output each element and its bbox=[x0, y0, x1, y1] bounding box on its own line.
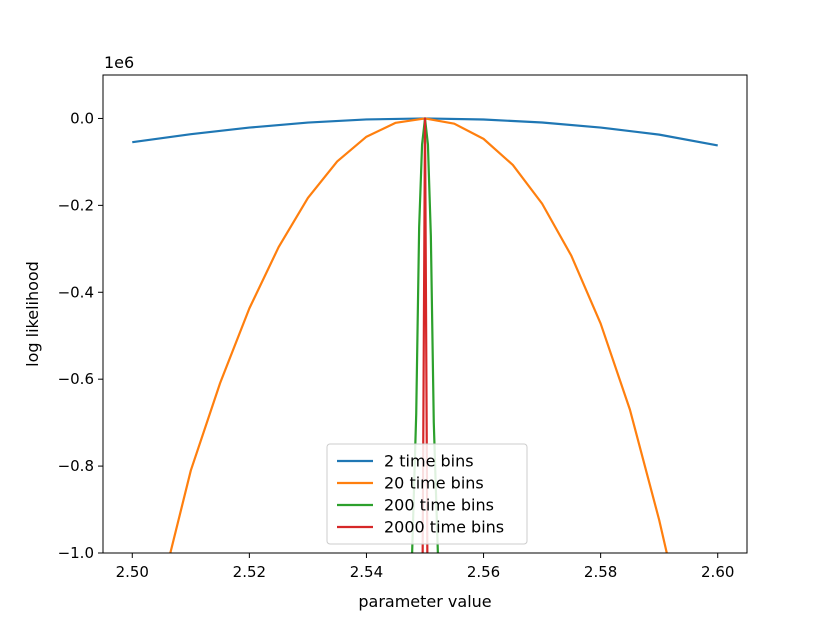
y-tick-label: −1.0 bbox=[58, 544, 94, 562]
legend-box bbox=[326, 443, 528, 545]
plot-frame bbox=[102, 74, 748, 554]
plot-area: 2.50 2.52 2.54 2.56 2.58 2.60 0.0 −0.2 −0.4 −0.6 −… bbox=[58, 74, 748, 581]
y-tick-label: 0.0 bbox=[70, 109, 94, 127]
series-line-4 bbox=[421, 117, 429, 553]
x-tick-label: 2.58 bbox=[584, 563, 617, 581]
legend-label: 200 time bins bbox=[384, 496, 494, 515]
x-tick-label: 2.56 bbox=[467, 563, 500, 581]
series-group bbox=[132, 117, 718, 553]
y-tick-label: −0.6 bbox=[58, 370, 94, 388]
legend-label: 20 time bins bbox=[384, 474, 484, 493]
legend-label: 2000 time bins bbox=[384, 518, 504, 537]
x-axis-label: parameter value bbox=[358, 592, 491, 611]
x-tick-label: 2.54 bbox=[350, 563, 383, 581]
y-tick-label: −0.2 bbox=[58, 196, 94, 214]
y-tick-label: −0.4 bbox=[58, 283, 94, 301]
legend-label: 2 time bins bbox=[384, 452, 474, 471]
y-axis-label: log likelihood bbox=[23, 261, 42, 367]
x-tick-label: 2.50 bbox=[116, 563, 149, 581]
x-tick-label: 2.60 bbox=[701, 563, 734, 581]
y-tick-label: −0.8 bbox=[58, 457, 94, 475]
x-tick-label: 2.52 bbox=[233, 563, 266, 581]
y-axis-offset-label: 1e6 bbox=[104, 53, 134, 72]
legend: 2 time bins 20 time bins 200 time bins 2000… bbox=[326, 443, 528, 545]
